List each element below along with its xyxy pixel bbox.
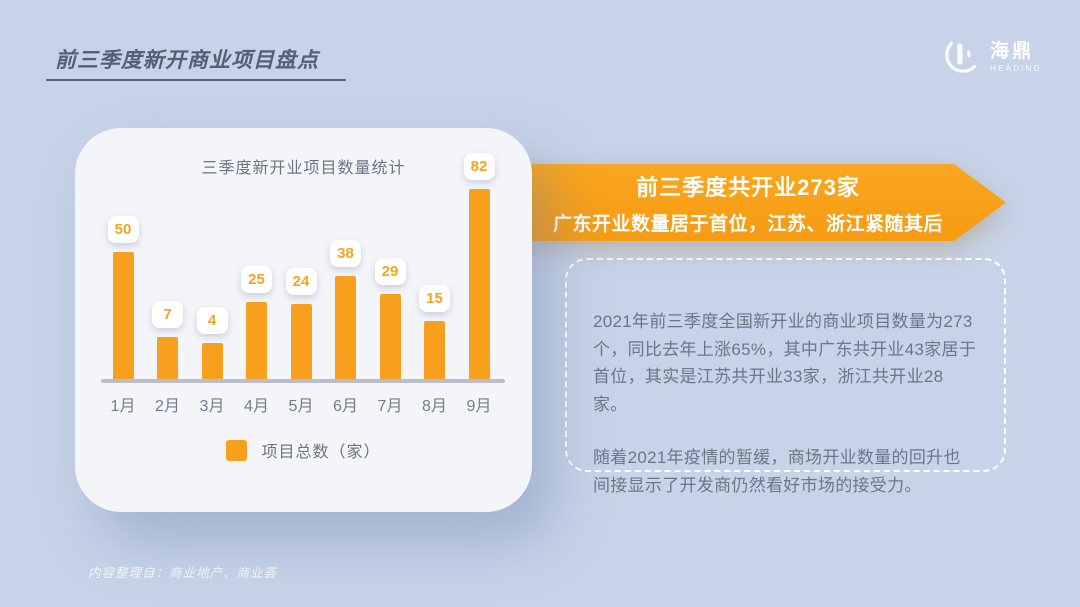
bar-value-chip: 4 bbox=[196, 307, 228, 334]
x-tick-7月: 7月 bbox=[377, 398, 403, 415]
x-tick-9月: 9月 bbox=[466, 398, 492, 415]
bar-value-chip: 24 bbox=[285, 268, 317, 295]
legend-swatch bbox=[226, 439, 248, 461]
bar-column-3月: 4 bbox=[194, 307, 230, 381]
headline-banner-arrow: 前三季度共开业273家 广东开业数量居于首位，江苏、浙江紧随其后 bbox=[512, 164, 1006, 241]
title-underline bbox=[46, 79, 346, 81]
brand-name-cn: 海鼎 bbox=[990, 40, 1035, 62]
banner-subheadline: 广东开业数量居于首位，江苏、浙江紧随其后 bbox=[552, 213, 943, 235]
bar-2月 bbox=[157, 337, 178, 381]
x-tick-3月: 3月 bbox=[199, 398, 225, 415]
bar-value-chip: 15 bbox=[419, 285, 450, 312]
banner-headline: 前三季度共开业273家 bbox=[636, 174, 860, 200]
bar-column-7月: 29 bbox=[372, 258, 408, 381]
x-tick-5月: 5月 bbox=[288, 398, 314, 415]
brand-name-en: HEADING bbox=[990, 63, 1042, 73]
bar-1月 bbox=[112, 252, 134, 381]
bar-value-chip: 29 bbox=[374, 258, 406, 285]
bar-column-8月: 15 bbox=[417, 285, 453, 381]
page-title: 前三季度新开商业项目盘点 bbox=[55, 49, 319, 72]
summary-info-box: 2021年前三季度全国新开业的商业项目数量为273个，同比去年上涨65%，其中广… bbox=[565, 258, 1006, 495]
bar-column-2月: 7 bbox=[150, 301, 186, 381]
bar-5月 bbox=[290, 304, 312, 381]
x-tick-1月: 1月 bbox=[110, 398, 136, 415]
content-source-note: 内容整理自：商业地产、商业荟 bbox=[88, 566, 278, 580]
x-axis-labels: 1月 2月 3月 4月 5月 6月 7月 8月 9月 bbox=[105, 392, 497, 416]
bar-9月 bbox=[468, 189, 490, 381]
heading-logo-icon bbox=[945, 41, 977, 73]
bar-7月 bbox=[379, 294, 401, 381]
x-tick-6月: 6月 bbox=[333, 398, 358, 415]
bar-3月 bbox=[201, 343, 223, 381]
brand-logo: 海鼎 HEADING bbox=[940, 36, 1042, 78]
summary-paragraph-1: 2021年前三季度全国新开业的商业项目数量为273个，同比去年上涨65%，其中广… bbox=[593, 312, 977, 414]
summary-paragraph-2: 随着2021年疫情的暂缓，商场开业数量的回升也间接显示了开发商仍然看好市场的接受… bbox=[593, 448, 961, 495]
bar-column-6月: 38 bbox=[328, 240, 364, 381]
x-tick-8月: 8月 bbox=[422, 398, 447, 415]
bar-value-chip: 7 bbox=[152, 301, 183, 328]
x-tick-4月: 4月 bbox=[244, 398, 269, 415]
bar-chart-plot: 50 7 4 25 24 38 29 15 82 bbox=[105, 141, 497, 381]
bar-column-9月: 82 bbox=[461, 153, 497, 381]
bar-value-chip: 38 bbox=[330, 240, 361, 267]
chart-card: 三季度新开业项目数量统计 50 7 4 25 24 38 29 15 82 1月 2月 3月 4月 5月… bbox=[75, 128, 532, 512]
chart-title: 三季度新开业项目数量统计 bbox=[201, 160, 406, 177]
bar-value-chip: 50 bbox=[107, 216, 139, 243]
bar-8月 bbox=[424, 321, 445, 381]
brand-logo-text: 海鼎 HEADING bbox=[990, 42, 1042, 73]
legend-label: 项目总数（家） bbox=[261, 444, 381, 461]
bar-column-4月: 25 bbox=[239, 266, 275, 381]
bar-column-1月: 50 bbox=[105, 216, 141, 381]
x-axis-baseline bbox=[101, 379, 505, 383]
x-tick-2月: 2月 bbox=[155, 398, 180, 415]
bar-6月 bbox=[335, 276, 356, 381]
bar-value-chip: 25 bbox=[241, 266, 272, 293]
headline-banner: 前三季度共开业273家 广东开业数量居于首位，江苏、浙江紧随其后 bbox=[512, 164, 1006, 241]
bar-column-5月: 24 bbox=[283, 268, 319, 381]
bar-4月 bbox=[246, 302, 267, 381]
bar-value-chip: 82 bbox=[463, 153, 495, 180]
chart-legend: 项目总数（家） bbox=[75, 438, 532, 462]
